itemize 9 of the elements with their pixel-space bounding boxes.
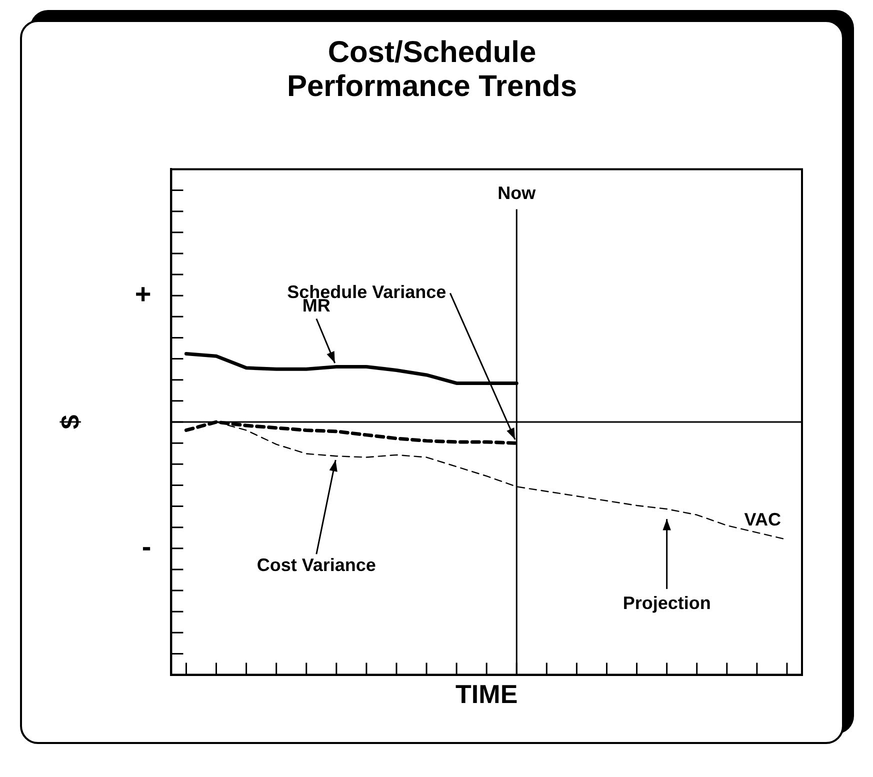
text: TIME (456, 678, 518, 709)
y-axis-title: $ (54, 414, 85, 430)
text: Cost Variance (256, 555, 376, 576)
annotation: VAC (744, 510, 781, 530)
text: Projection (622, 592, 711, 613)
text: - (142, 531, 152, 562)
text: Now (498, 183, 536, 204)
chart-title: Cost/Schedule Performance Trends (286, 36, 578, 104)
text: + (134, 278, 152, 310)
